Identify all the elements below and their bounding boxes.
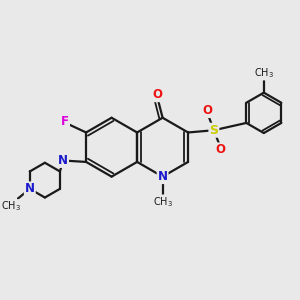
Text: O: O [203, 104, 213, 117]
Text: CH$_3$: CH$_3$ [153, 195, 172, 209]
Text: CH$_3$: CH$_3$ [254, 66, 274, 80]
Text: N: N [158, 170, 168, 183]
Text: S: S [209, 124, 218, 137]
Text: F: F [61, 115, 69, 128]
Text: N: N [25, 182, 35, 195]
Text: O: O [153, 88, 163, 101]
Text: CH$_3$: CH$_3$ [1, 200, 21, 213]
Text: O: O [215, 143, 225, 156]
Text: N: N [58, 154, 68, 167]
